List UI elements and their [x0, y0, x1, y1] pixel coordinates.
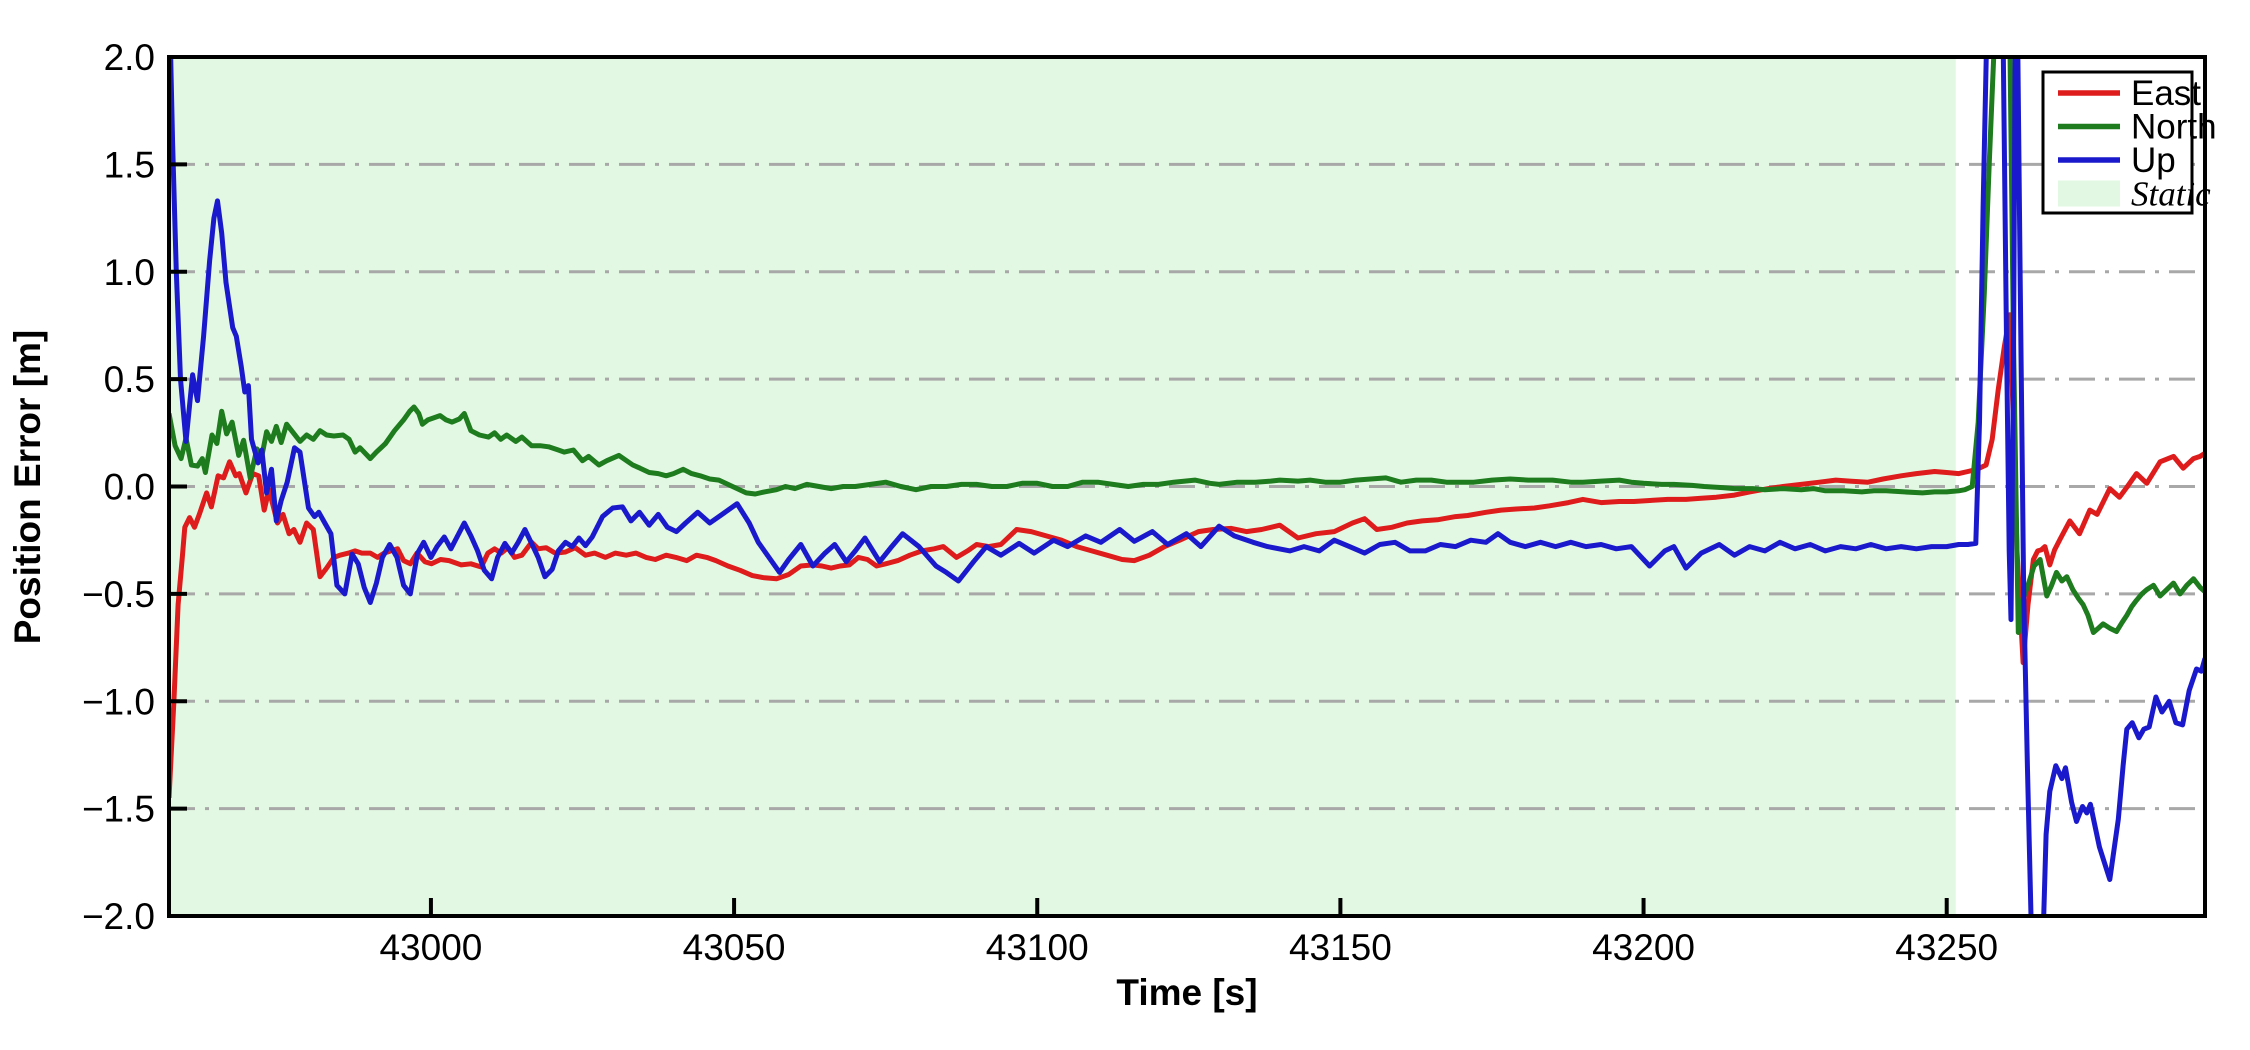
x-tick-label: 43200	[1592, 927, 1695, 968]
y-tick-label: 0.5	[104, 359, 155, 400]
y-tick-label: 1.0	[104, 252, 155, 293]
x-tick-label: 43150	[1289, 927, 1392, 968]
y-tick-label: −1.5	[82, 789, 155, 830]
series-line-east	[169, 312, 2205, 799]
x-tick-label: 43250	[1895, 927, 1998, 968]
x-tick-label: 43050	[683, 927, 786, 968]
y-tick-label: 2.0	[104, 37, 155, 78]
legend-label-static: Static	[2131, 175, 2211, 214]
series-line-up	[169, 57, 2205, 916]
x-tick-label: 43100	[986, 927, 1089, 968]
x-axis-label: Time [s]	[1116, 972, 1257, 1013]
y-tick-label: −0.5	[82, 574, 155, 615]
legend-label-east: East	[2131, 74, 2201, 113]
x-tick-label: 43000	[379, 927, 482, 968]
y-tick-label: 1.5	[104, 144, 155, 185]
y-tick-label: −1.0	[82, 681, 155, 722]
y-tick-label: 0.0	[104, 467, 155, 508]
legend-swatch-static-patch	[2058, 180, 2120, 207]
y-axis-label: Position Error [m]	[7, 330, 48, 645]
series-line-north	[169, 57, 2205, 635]
legend-label-north: North	[2131, 108, 2217, 147]
legend-label-up: Up	[2131, 141, 2176, 180]
y-tick-label: −2.0	[82, 896, 155, 937]
